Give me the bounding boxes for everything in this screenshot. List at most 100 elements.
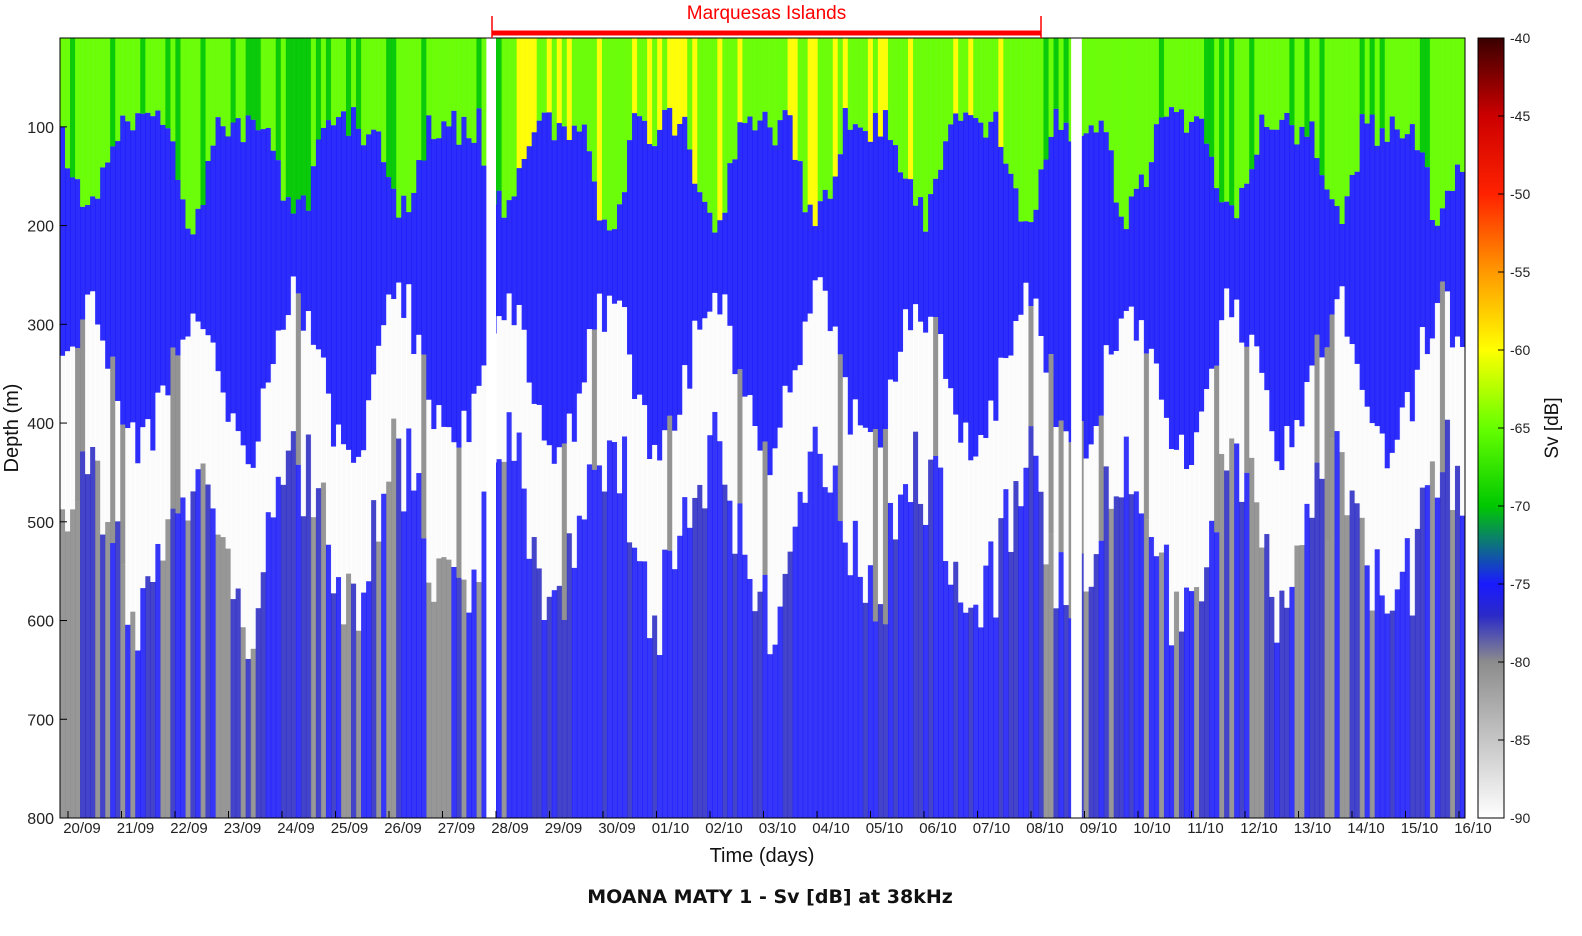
- deep-layer-cell: [892, 539, 899, 818]
- mid-layer-cell: [215, 117, 222, 372]
- surface-layer-cell: [275, 38, 282, 161]
- surface-layer-cell: [1108, 38, 1115, 151]
- y-tick-label: 300: [27, 317, 54, 334]
- mid-layer-cell: [1023, 221, 1030, 283]
- grey-layer-cell: [1289, 447, 1295, 587]
- deep-layer-cell: [225, 548, 232, 818]
- grey-layer-cell: [677, 414, 683, 536]
- grey-layer-cell: [692, 320, 698, 498]
- mid-layer-cell: [210, 145, 217, 343]
- grey-layer-cell: [938, 334, 944, 468]
- grey-layer-cell: [1334, 299, 1341, 432]
- grey-layer-cell: [175, 355, 182, 514]
- surface-layer-cell: [983, 38, 989, 138]
- grey-layer-cell: [591, 329, 598, 470]
- grey-layer-cell: [411, 354, 417, 491]
- mid-layer-cell: [1043, 159, 1050, 373]
- mid-layer-cell: [371, 129, 377, 375]
- surface-layer-cell: [837, 38, 844, 155]
- surface-layer-cell: [1173, 38, 1180, 113]
- mid-layer-cell: [305, 210, 312, 312]
- grey-layer-cell: [737, 369, 744, 504]
- grey-layer-cell: [220, 392, 227, 538]
- surface-layer-cell: [1013, 38, 1020, 189]
- surface-layer-cell: [135, 38, 141, 114]
- surface-layer-cell: [847, 38, 854, 130]
- deep-layer-cell: [310, 517, 317, 818]
- mid-layer-cell: [847, 129, 854, 435]
- mid-layer-cell: [541, 112, 548, 441]
- grey-layer-cell: [1414, 369, 1421, 529]
- surface-layer-cell: [1153, 38, 1160, 125]
- x-axis-title: Time (days): [710, 845, 815, 867]
- grey-layer-cell: [1279, 470, 1285, 591]
- surface-layer-cell: [506, 38, 513, 201]
- mid-layer-cell: [466, 138, 473, 443]
- surface-layer-cell: [481, 38, 488, 166]
- mid-layer-cell: [325, 120, 332, 394]
- mid-layer-cell: [265, 127, 272, 383]
- mid-layer-cell: [1294, 144, 1301, 421]
- surface-layer-cell: [260, 38, 267, 130]
- mid-layer-cell: [551, 140, 558, 464]
- mid-layer-cell: [667, 107, 673, 416]
- surface-layer-cell: [160, 38, 166, 125]
- grey-layer-cell: [1053, 427, 1060, 609]
- surface-layer-cell: [1319, 38, 1326, 176]
- deep-layer-cell: [1269, 596, 1275, 818]
- deep-layer-cell: [1133, 491, 1140, 818]
- grey-layer-cell: [882, 429, 889, 625]
- surface-layer-cell: [180, 38, 187, 200]
- deep-layer-cell: [1209, 520, 1215, 818]
- grey-layer-cell: [335, 424, 342, 578]
- surface-layer-cell: [606, 38, 613, 231]
- y-tick-label: 400: [27, 416, 54, 433]
- surface-layer-cell: [1128, 38, 1135, 197]
- surface-layer-cell: [531, 38, 538, 133]
- surface-layer-cell: [687, 38, 693, 150]
- deep-layer-cell: [536, 568, 543, 818]
- surface-layer-cell: [325, 38, 332, 121]
- mid-layer-cell: [1459, 171, 1465, 348]
- grey-layer-cell: [210, 342, 217, 509]
- deep-layer-cell: [300, 516, 307, 818]
- mid-layer-cell: [1359, 114, 1366, 390]
- mid-layer-cell: [1178, 109, 1185, 435]
- grey-layer-cell: [351, 462, 357, 584]
- grey-layer-cell: [546, 445, 553, 597]
- mid-layer-cell: [792, 159, 799, 371]
- mid-layer-cell: [1394, 129, 1401, 440]
- grey-layer-cell: [421, 354, 427, 539]
- deep-layer-cell: [1083, 591, 1090, 818]
- deep-layer-cell: [687, 527, 693, 818]
- deep-layer-cell: [245, 658, 252, 818]
- surface-layer-cell: [225, 38, 232, 137]
- x-tick-label: 14/10: [1347, 820, 1385, 837]
- grey-layer-cell: [1184, 469, 1190, 588]
- surface-layer-cell: [240, 38, 247, 143]
- grey-layer-cell: [1364, 406, 1371, 566]
- surface-layer-cell: [722, 38, 728, 213]
- mid-layer-cell: [642, 120, 648, 406]
- mid-layer-cell: [1439, 208, 1446, 282]
- surface-layer-cell: [596, 38, 603, 221]
- mid-layer-cell: [747, 116, 754, 396]
- deep-layer-cell: [953, 561, 959, 818]
- mid-layer-cell: [1369, 114, 1376, 424]
- mid-layer-cell: [892, 145, 899, 382]
- surface-layer-cell: [551, 38, 558, 141]
- grey-layer-cell: [998, 357, 1004, 519]
- mid-layer-cell: [1429, 220, 1436, 339]
- mid-layer-cell: [546, 112, 553, 446]
- deep-layer-cell: [923, 524, 929, 818]
- deep-layer-cell: [195, 469, 202, 818]
- mid-layer-cell: [376, 131, 382, 346]
- deep-layer-cell: [611, 442, 618, 818]
- grey-layer-cell: [627, 354, 633, 543]
- surface-layer-cell: [1113, 38, 1120, 203]
- x-tick-label: 08/10: [1026, 820, 1064, 837]
- surface-layer-cell: [1349, 38, 1356, 175]
- deep-layer-cell: [496, 459, 503, 818]
- mid-layer-cell: [1093, 132, 1100, 427]
- deep-layer-cell: [1113, 496, 1120, 818]
